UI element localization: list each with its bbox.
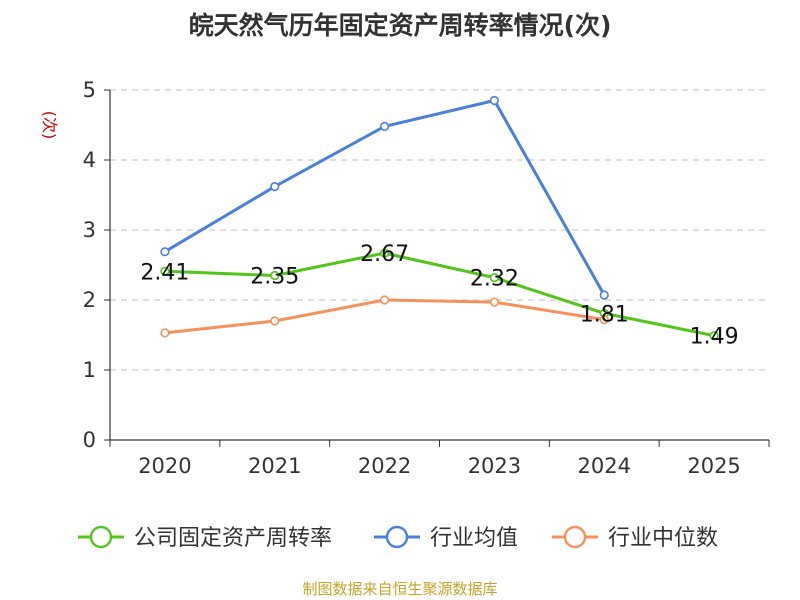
x-tick-label: 2020	[138, 454, 191, 478]
data-label: 2.32	[470, 267, 519, 292]
data-point	[160, 266, 170, 276]
data-point	[379, 295, 390, 305]
data-point	[379, 121, 390, 131]
data-point	[160, 328, 170, 338]
legend-label: 行业均值	[430, 526, 518, 551]
data-label: 2.67	[360, 242, 409, 267]
y-tick-label: 4	[83, 148, 96, 172]
data-point	[270, 316, 280, 326]
data-label: 1.81	[580, 302, 629, 327]
series-line-0	[164, 251, 715, 338]
data-label: 2.35	[250, 265, 299, 290]
series	[160, 95, 719, 341]
chart-title: 皖天然气历年固定资产周转率情况(次)	[188, 11, 612, 40]
axes: 0 1 2 3 4 5 2020 2021 2022 2023 2024 2025	[83, 78, 770, 478]
data-point	[270, 182, 280, 192]
data-labels: 2.41 2.35 2.67 2.32 1.81 1.49	[140, 242, 738, 350]
chart-source: 制图数据来自恒生聚源数据库	[302, 580, 498, 598]
y-tick-label: 5	[83, 78, 96, 102]
legend: 公司固定资产周转率 行业均值 行业中位数	[78, 525, 718, 551]
data-point	[599, 315, 609, 325]
y-axis-label: (次)	[40, 111, 59, 140]
data-point	[379, 248, 390, 258]
data-point	[489, 95, 500, 106]
data-label: 2.41	[140, 260, 189, 285]
legend-marker	[563, 525, 587, 549]
x-tick-label: 2025	[687, 454, 740, 478]
x-tick-label: 2021	[248, 454, 301, 478]
data-point	[489, 297, 500, 307]
legend-marker	[385, 525, 409, 549]
y-tick-label: 0	[83, 428, 96, 452]
legend-label: 公司固定资产周转率	[134, 526, 332, 551]
x-tick-label: 2022	[358, 454, 411, 478]
data-point	[599, 290, 609, 300]
legend-marker	[89, 525, 113, 549]
data-point	[709, 331, 719, 341]
y-tick-label: 3	[83, 218, 96, 242]
data-label: 1.49	[690, 325, 739, 350]
legend-label: 行业中位数	[608, 526, 718, 551]
x-tick-label: 2024	[578, 454, 631, 478]
data-point	[489, 273, 500, 283]
series-line-2	[164, 298, 605, 335]
y-tick-label: 2	[83, 288, 96, 312]
x-tick-label: 2023	[468, 454, 521, 478]
y-tick-label: 1	[83, 358, 96, 382]
data-point	[270, 270, 280, 281]
data-point	[160, 247, 170, 257]
